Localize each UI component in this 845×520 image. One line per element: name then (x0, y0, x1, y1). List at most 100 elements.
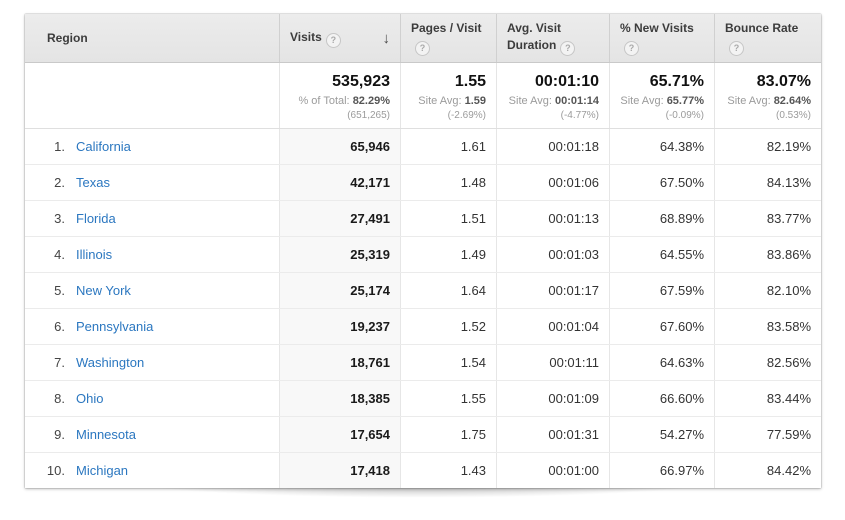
region-cell: 7. Washington (25, 345, 280, 380)
summary-visits-sub-label: % of Total: (298, 95, 350, 107)
table-row: 7. Washington 18,761 1.54 00:01:11 64.63%… (25, 345, 821, 381)
bounce-rate-value: 84.42% (766, 463, 811, 478)
help-icon[interactable]: ? (560, 41, 576, 56)
column-label-pct-new-visits: % New Visits (620, 21, 694, 35)
summary-visits-sub-value: 82.29% (352, 95, 390, 107)
row-rank: 1. (54, 139, 65, 154)
pct-new-visits-value: 54.27% (610, 417, 715, 452)
region-cell: 9. Minnesota (25, 417, 280, 452)
bounce-rate-value: 83.58% (766, 319, 811, 334)
bounce-rate-value: 83.44% (766, 391, 811, 406)
visits-value: 18,761 (280, 345, 401, 380)
region-link[interactable]: Pennsylvania (76, 319, 154, 334)
summary-pages-total: 1.55 (454, 73, 486, 90)
summary-duration-sub-value: 00:01:14 (554, 95, 599, 107)
row-rank: 3. (54, 211, 65, 226)
sort-descending-icon[interactable]: ↓ (382, 29, 391, 47)
region-link[interactable]: Texas (76, 175, 110, 190)
avg-visit-duration-value: 00:01:18 (497, 129, 610, 164)
bounce-rate-value: 83.86% (766, 247, 811, 262)
pages-per-visit-value: 1.43 (401, 453, 497, 488)
column-label-pages-per-visit: Pages / Visit (411, 21, 482, 35)
pct-new-visits-value: 66.60% (610, 381, 715, 416)
bounce-rate-value: 77.59% (766, 427, 811, 442)
summary-new-visits-total: 65.71% (649, 73, 704, 90)
avg-visit-duration-value: 00:01:11 (497, 345, 610, 380)
summary-duration-note: (-4.77%) (560, 110, 599, 121)
avg-visit-duration-value: 00:01:06 (497, 165, 610, 200)
bounce-rate-value: 82.56% (766, 355, 811, 370)
summary-bounce-note: (0.53%) (775, 110, 811, 121)
avg-visit-duration-value: 00:01:31 (497, 417, 610, 452)
region-cell: 1. California (25, 129, 280, 164)
bounce-rate-value: 82.10% (766, 283, 811, 298)
visits-value: 18,385 (280, 381, 401, 416)
region-link[interactable]: Florida (76, 211, 116, 226)
table-row: 8. Ohio 18,385 1.55 00:01:09 66.60% 83.44… (25, 381, 821, 417)
avg-visit-duration-value: 00:01:09 (497, 381, 610, 416)
region-link[interactable]: Michigan (76, 463, 129, 478)
column-header-pages-per-visit[interactable]: Pages / Visit? (401, 14, 497, 62)
column-header-bounce-rate[interactable]: Bounce Rate? (715, 14, 821, 62)
avg-visit-duration-value: 00:01:04 (497, 309, 610, 344)
visits-value: 65,946 (280, 129, 401, 164)
column-header-region[interactable]: Region (25, 14, 280, 62)
pct-new-visits-value: 67.60% (610, 309, 715, 344)
summary-new-visits-sub-value: 65.77% (666, 95, 704, 107)
analytics-data-table: Region Visits? ↓ Pages / Visit? Avg. Vis… (25, 14, 821, 488)
visits-value: 27,491 (280, 201, 401, 236)
help-icon[interactable]: ? (415, 41, 430, 56)
visits-value: 42,171 (280, 165, 401, 200)
table-row: 1. California 65,946 1.61 00:01:18 64.38%… (25, 129, 821, 165)
summary-new-visits-sub-label: Site Avg: (620, 95, 664, 107)
row-rank: 5. (54, 283, 65, 298)
summary-duration-total: 00:01:10 (534, 73, 599, 90)
column-label-bounce-rate: Bounce Rate (725, 21, 799, 35)
pages-per-visit-value: 1.61 (401, 129, 497, 164)
table-row: 3. Florida 27,491 1.51 00:01:13 68.89% 83… (25, 201, 821, 237)
pages-per-visit-value: 1.75 (401, 417, 497, 452)
summary-new-visits-note: (-0.09%) (665, 110, 704, 121)
pct-new-visits-value: 67.50% (610, 165, 715, 200)
region-link[interactable]: Ohio (76, 391, 104, 406)
help-icon[interactable]: ? (325, 32, 341, 48)
pages-per-visit-value: 1.51 (401, 201, 497, 236)
table-row: 4. Illinois 25,319 1.49 00:01:03 64.55% 8… (25, 237, 821, 273)
summary-pages-sub-label: Site Avg: (418, 95, 462, 107)
summary-pages-sub-value: 1.59 (464, 95, 486, 107)
column-header-pct-new-visits[interactable]: % New Visits? (610, 14, 715, 62)
help-icon[interactable]: ? (624, 41, 639, 56)
pages-per-visit-value: 1.55 (401, 381, 497, 416)
region-link[interactable]: Illinois (76, 247, 113, 262)
row-rank: 7. (54, 355, 65, 370)
region-link[interactable]: Washington (76, 355, 145, 370)
column-header-visits[interactable]: Visits? ↓ (280, 14, 401, 62)
summary-visits-cell: 535,923 % of Total: 82.29% (651,265) (280, 63, 401, 128)
pages-per-visit-value: 1.52 (401, 309, 497, 344)
visits-value: 17,654 (280, 417, 401, 452)
summary-region-empty-cell (25, 63, 280, 128)
region-cell: 8. Ohio (25, 381, 280, 416)
table-row: 5. New York 25,174 1.64 00:01:17 67.59% 8… (25, 273, 821, 309)
pct-new-visits-value: 64.38% (610, 129, 715, 164)
table-summary-row: 535,923 % of Total: 82.29% (651,265) 1.5… (25, 63, 821, 129)
table-row: 6. Pennsylvania 19,237 1.52 00:01:04 67.6… (25, 309, 821, 345)
row-rank: 10. (46, 463, 65, 478)
region-link[interactable]: California (76, 139, 131, 154)
help-icon[interactable]: ? (729, 41, 744, 56)
region-link[interactable]: New York (76, 283, 131, 298)
pages-per-visit-value: 1.54 (401, 345, 497, 380)
column-header-avg-visit-duration[interactable]: Avg. Visit Duration? (497, 14, 610, 62)
summary-bounce-total: 83.07% (756, 73, 811, 90)
region-link[interactable]: Minnesota (76, 427, 136, 442)
pct-new-visits-value: 68.89% (610, 201, 715, 236)
region-cell: 5. New York (25, 273, 280, 308)
bounce-rate-value: 84.13% (766, 175, 811, 190)
row-rank: 2. (54, 175, 65, 190)
visits-value: 19,237 (280, 309, 401, 344)
region-cell: 10. Michigan (25, 453, 280, 488)
row-rank: 4. (54, 247, 65, 262)
column-label-visits: Visits (290, 29, 322, 44)
region-cell: 4. Illinois (25, 237, 280, 272)
summary-bounce-sub-value: 82.64% (773, 95, 811, 107)
